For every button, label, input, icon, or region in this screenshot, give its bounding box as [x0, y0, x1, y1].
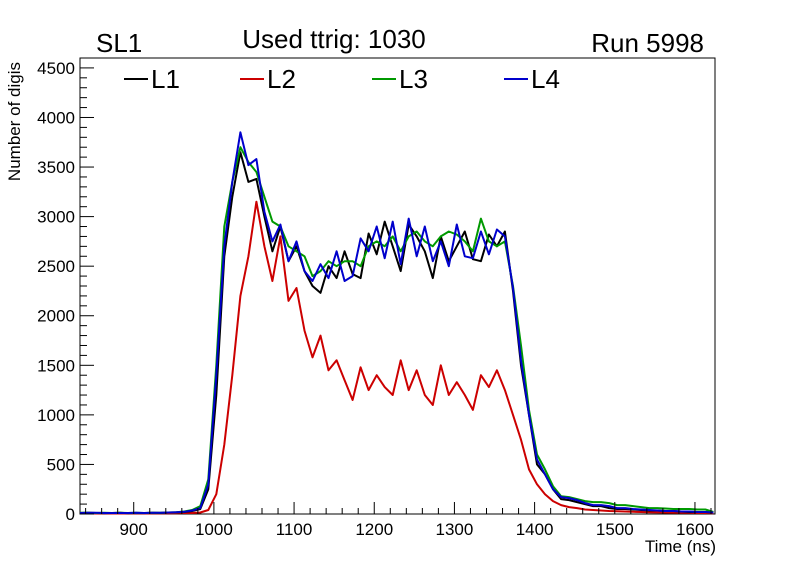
x-tick-label: 1100	[276, 520, 313, 539]
series-line-l2	[80, 200, 714, 515]
legend-label-l2: L2	[267, 64, 296, 94]
plot-frame	[79, 57, 716, 515]
legend: L1 L2 L3 L4	[124, 64, 560, 94]
y-tick-label: 500	[47, 455, 75, 474]
legend-label-l1: L1	[151, 64, 180, 94]
y-axis-title: Number of digis	[5, 62, 24, 181]
superlayer-label: SL1	[96, 28, 142, 58]
x-tick-label: 1600	[676, 520, 714, 539]
x-tick-label: 1400	[516, 520, 554, 539]
plot-area	[79, 57, 716, 515]
y-tick-label: 1500	[37, 356, 75, 375]
y-tick-label: 2000	[37, 307, 75, 326]
series-line-l4	[79, 131, 714, 514]
y-tick-label: 3500	[37, 158, 75, 177]
chart-title: Used ttrig: 1030	[242, 24, 426, 54]
legend-label-l4: L4	[531, 64, 560, 94]
y-tick-label: 4000	[37, 108, 75, 127]
x-tick-label: 900	[120, 520, 148, 539]
x-axis-title: Time (ns)	[645, 537, 716, 556]
y-tick-label: 0	[66, 505, 75, 524]
series-line-l3	[80, 146, 714, 514]
y-axis-ticks: 0 500 1000 1500 2000 2500 3000 3500 4000 4500	[37, 57, 94, 524]
series-lines	[79, 131, 714, 515]
x-tick-label: 1500	[596, 520, 634, 539]
x-tick-label: 1000	[195, 520, 233, 539]
y-tick-label: 3000	[37, 208, 75, 227]
y-tick-label: 1000	[37, 406, 75, 425]
legend-label-l3: L3	[399, 64, 428, 94]
x-tick-label: 1300	[436, 520, 474, 539]
series-line-l1	[79, 151, 714, 515]
x-tick-label: 1200	[355, 520, 393, 539]
y-tick-label: 2500	[37, 257, 75, 276]
x-axis-ticks: 900 1000 1100 1200 1300 1400 1500 1600	[85, 502, 714, 539]
y-tick-label: 4500	[37, 59, 75, 78]
run-label: Run 5998	[591, 28, 704, 58]
